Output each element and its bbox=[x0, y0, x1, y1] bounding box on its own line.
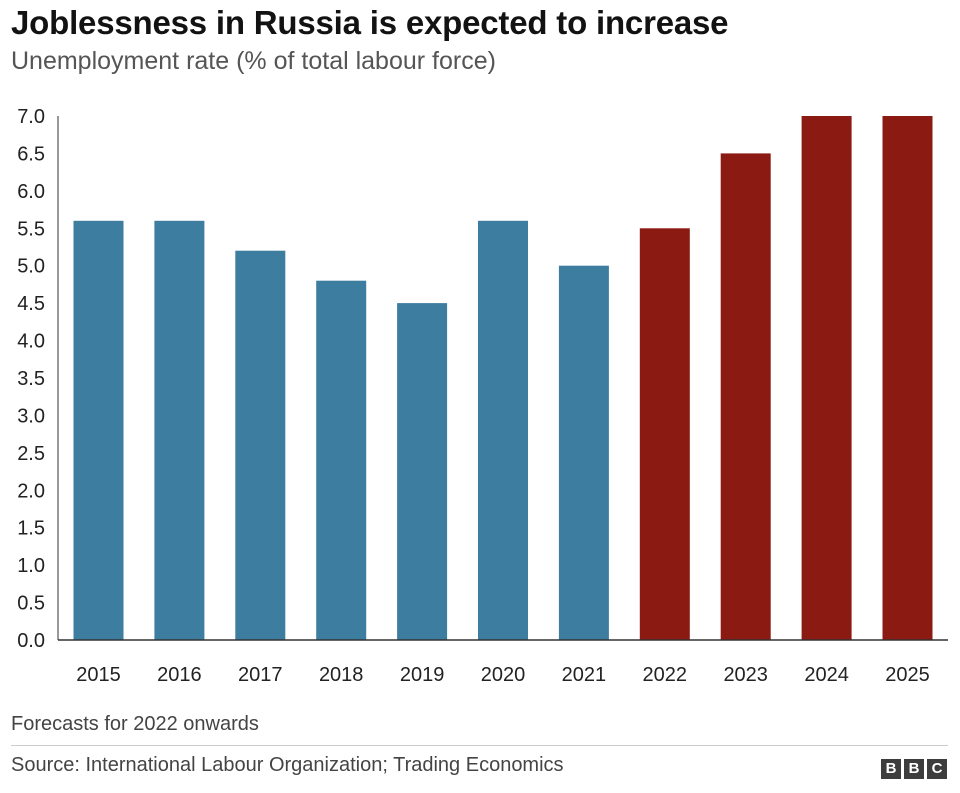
y-tick-label: 0.5 bbox=[17, 593, 45, 615]
logo-letter-b2: B bbox=[904, 759, 924, 779]
y-tick-label: 5.0 bbox=[17, 256, 45, 278]
y-tick-label: 1.0 bbox=[17, 555, 45, 577]
bar-chart: 0.0 0.5 1.0 1.5 2.0 2.5 3.0 3.5 4.0 4.5 5.0 5.5 6.0 6… bbox=[17, 106, 948, 686]
x-tick-label: 2019 bbox=[400, 664, 445, 686]
bar-forecast bbox=[639, 228, 690, 641]
footer-divider bbox=[11, 745, 948, 746]
bar-actual bbox=[397, 303, 448, 640]
x-tick-label: 2015 bbox=[76, 664, 121, 686]
y-tick-label: 6.5 bbox=[17, 143, 45, 165]
y-tick-label: 2.0 bbox=[17, 480, 45, 502]
source-text: Source: International Labour Organizatio… bbox=[11, 754, 564, 776]
x-tick-label: 2024 bbox=[804, 664, 849, 686]
y-tick-label: 2.5 bbox=[17, 443, 45, 465]
chart-subtitle: Unemployment rate (% of total labour for… bbox=[11, 47, 496, 75]
bar-actual bbox=[73, 220, 124, 641]
bar-forecast bbox=[801, 116, 852, 640]
x-tick-label: 2023 bbox=[723, 664, 768, 686]
x-tick-label: 2022 bbox=[643, 664, 688, 686]
bar-actual bbox=[478, 220, 528, 641]
logo-letter-c: C bbox=[927, 759, 947, 779]
bar-actual bbox=[316, 280, 367, 640]
x-tick-label: 2018 bbox=[319, 664, 364, 686]
x-tick-label: 2016 bbox=[157, 664, 202, 686]
y-tick-label: 6.0 bbox=[17, 181, 45, 203]
y-tick-label: 0.0 bbox=[17, 630, 45, 652]
y-tick-label: 4.5 bbox=[17, 293, 45, 315]
y-tick-label: 7.0 bbox=[17, 106, 45, 128]
bar-actual bbox=[154, 220, 205, 641]
y-tick-label: 3.5 bbox=[17, 368, 45, 390]
bar-actual bbox=[235, 250, 286, 640]
bbc-logo: B B C bbox=[881, 759, 947, 779]
forecast-note: Forecasts for 2022 onwards bbox=[11, 713, 259, 735]
bar-forecast bbox=[720, 153, 771, 640]
y-tick-label: 5.5 bbox=[17, 218, 45, 240]
x-tick-label: 2025 bbox=[885, 664, 930, 686]
y-tick-label: 1.5 bbox=[17, 518, 45, 540]
bar-actual bbox=[558, 265, 609, 640]
logo-letter-b1: B bbox=[881, 759, 901, 779]
x-tick-label: 2020 bbox=[481, 664, 526, 686]
chart-title: Joblessness in Russia is expected to inc… bbox=[11, 4, 729, 41]
y-tick-label: 3.0 bbox=[17, 405, 45, 427]
x-tick-label: 2017 bbox=[238, 664, 283, 686]
y-tick-label: 4.0 bbox=[17, 331, 45, 353]
bar-forecast bbox=[882, 116, 933, 640]
x-tick-label: 2021 bbox=[562, 664, 607, 686]
